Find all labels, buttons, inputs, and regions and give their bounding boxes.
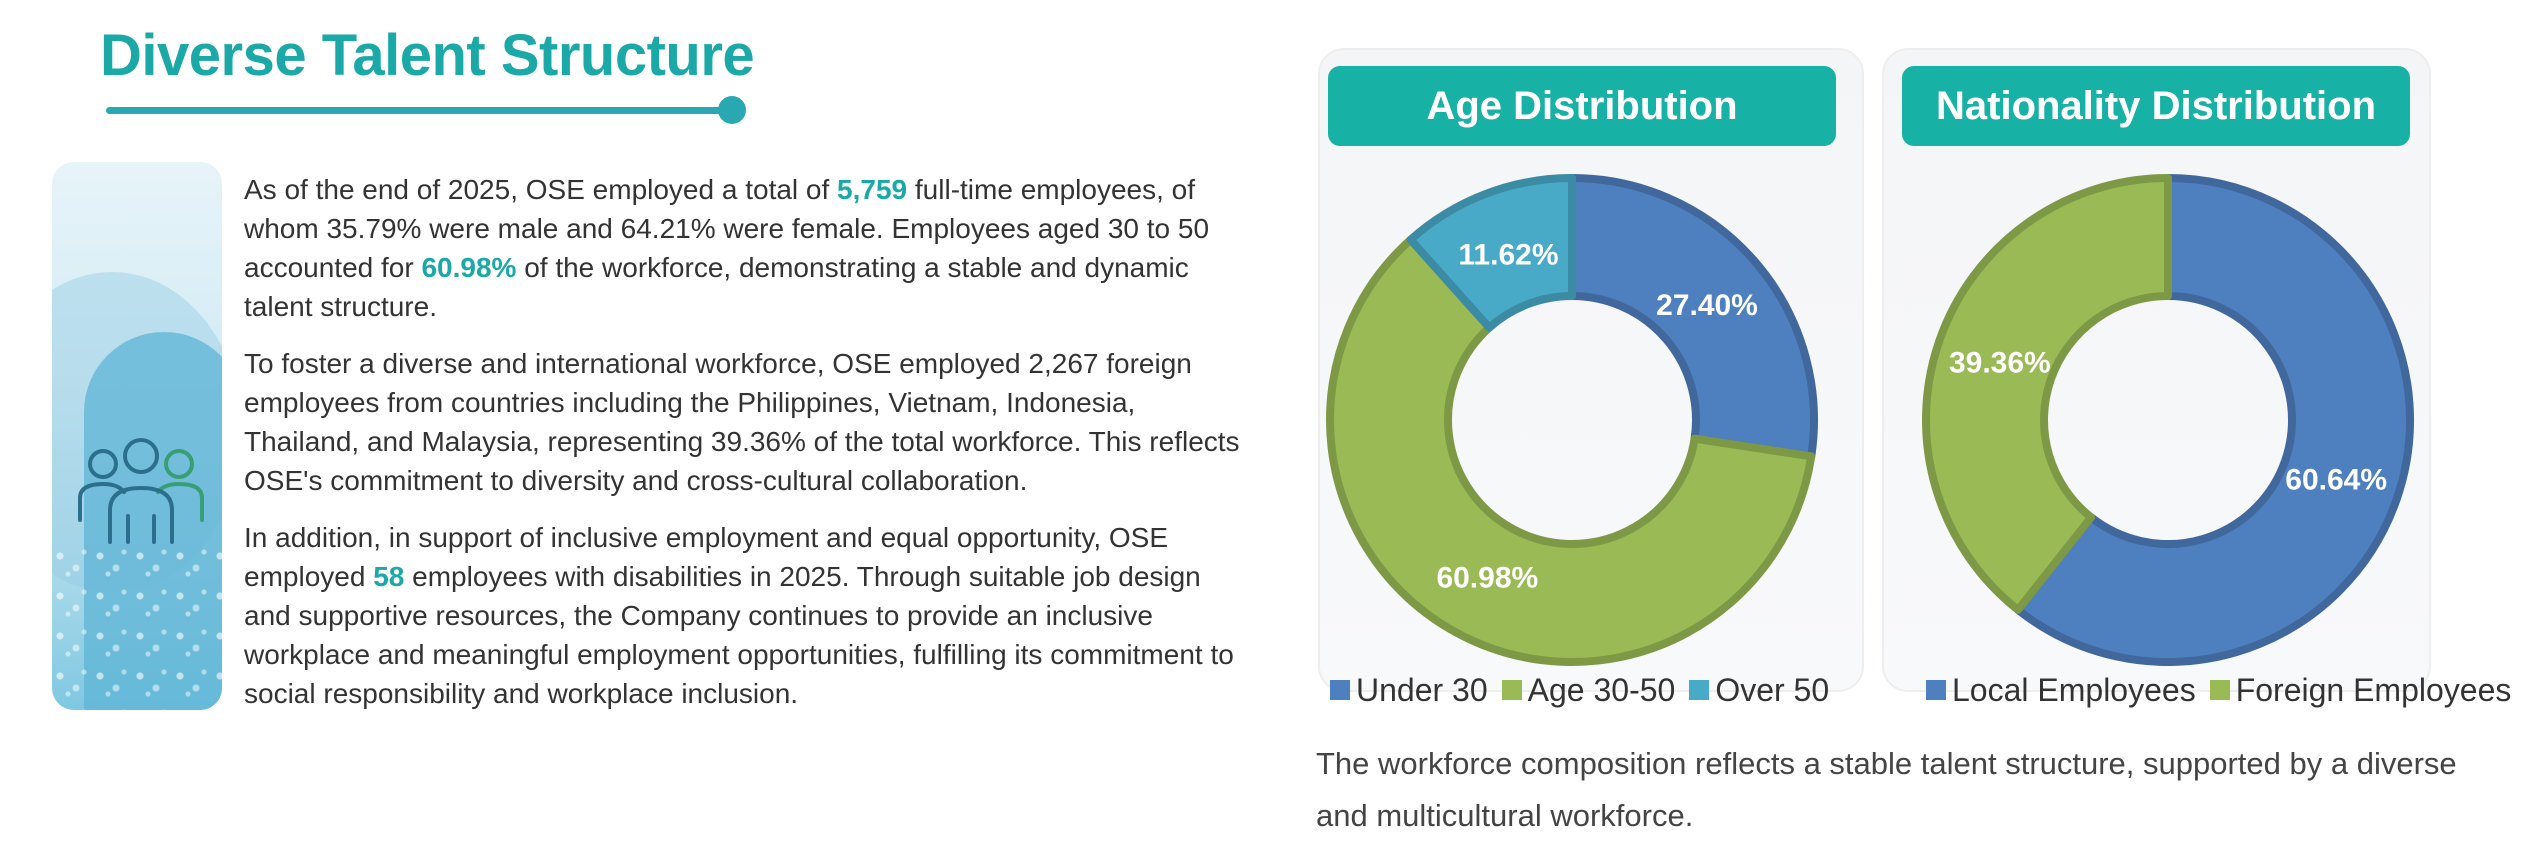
legend-item-local-employees: Local Employees: [1926, 672, 2196, 709]
title-underline: [106, 107, 726, 114]
page-title: Diverse Talent Structure: [100, 23, 755, 88]
nationality-chart-legend: Local Employees Foreign Employees: [1926, 670, 2525, 710]
slice-under-30: [1568, 174, 1818, 461]
paragraph-disabilities: In addition, in support of inclusive emp…: [244, 522, 1234, 709]
age-chart-title: Age Distribution: [1328, 66, 1836, 146]
legend-label: Under 30: [1356, 671, 1488, 708]
slice-local-employees: [2014, 174, 2414, 666]
data-label-under-30: 27.40%: [1656, 289, 1758, 322]
legend-swatch: [1926, 680, 1946, 700]
paragraph-foreign-employees: To foster a diverse and international wo…: [244, 348, 1240, 496]
age-chart-legend: Under 30 Age 30-50 Over 50: [1330, 670, 1843, 710]
paragraph-headcount: As of the end of 2025, OSE employed a to…: [244, 174, 1210, 322]
nationality-donut-chart: 60.64% 39.36%: [1922, 174, 2414, 666]
legend-item-under-30: Under 30: [1330, 672, 1488, 709]
slice-age-30-50: [1326, 235, 1816, 666]
legend-label: Over 50: [1715, 671, 1830, 708]
slice-foreign-employees: [1922, 174, 2172, 614]
legend-swatch: [2209, 680, 2230, 700]
slice-over-50: [1406, 174, 1576, 332]
legend-item-age-30-50: Age 30-50: [1501, 671, 1676, 709]
age-donut-chart: 27.40% 60.98% 11.62%: [1326, 174, 1818, 666]
people-group-icon: [78, 438, 204, 544]
data-label-local-employees: 60.64%: [2285, 463, 2387, 496]
legend-swatch: [1330, 680, 1350, 700]
chart-caption: The workforce composition reflects a sta…: [1316, 746, 2457, 833]
highlight-total-employees: 5,759: [837, 174, 908, 205]
legend-label: Age 30-50: [1527, 671, 1676, 708]
highlight-age-30-50: 60.98%: [421, 252, 517, 283]
legend-label: Local Employees: [1952, 671, 2196, 708]
nationality-chart-title: Nationality Distribution: [1902, 66, 2410, 146]
data-label-age-30-50: 60.98%: [1436, 562, 1538, 595]
legend-swatch: [1501, 680, 1522, 700]
legend-label: Foreign Employees: [2235, 671, 2512, 708]
body-text: As of the end of 2025, OSE employed a to…: [244, 170, 1254, 731]
highlight-disability-count: 58: [373, 561, 405, 592]
legend-item-over-50: Over 50: [1689, 672, 1829, 709]
decorative-panel: [52, 162, 222, 710]
data-label-over-50: 11.62%: [1458, 239, 1558, 272]
title-underline-dot: [718, 96, 746, 124]
legend-swatch: [1689, 680, 1710, 700]
data-label-foreign-employees: 39.36%: [1949, 347, 2051, 380]
legend-item-foreign-employees: Foreign Employees: [2209, 671, 2512, 709]
